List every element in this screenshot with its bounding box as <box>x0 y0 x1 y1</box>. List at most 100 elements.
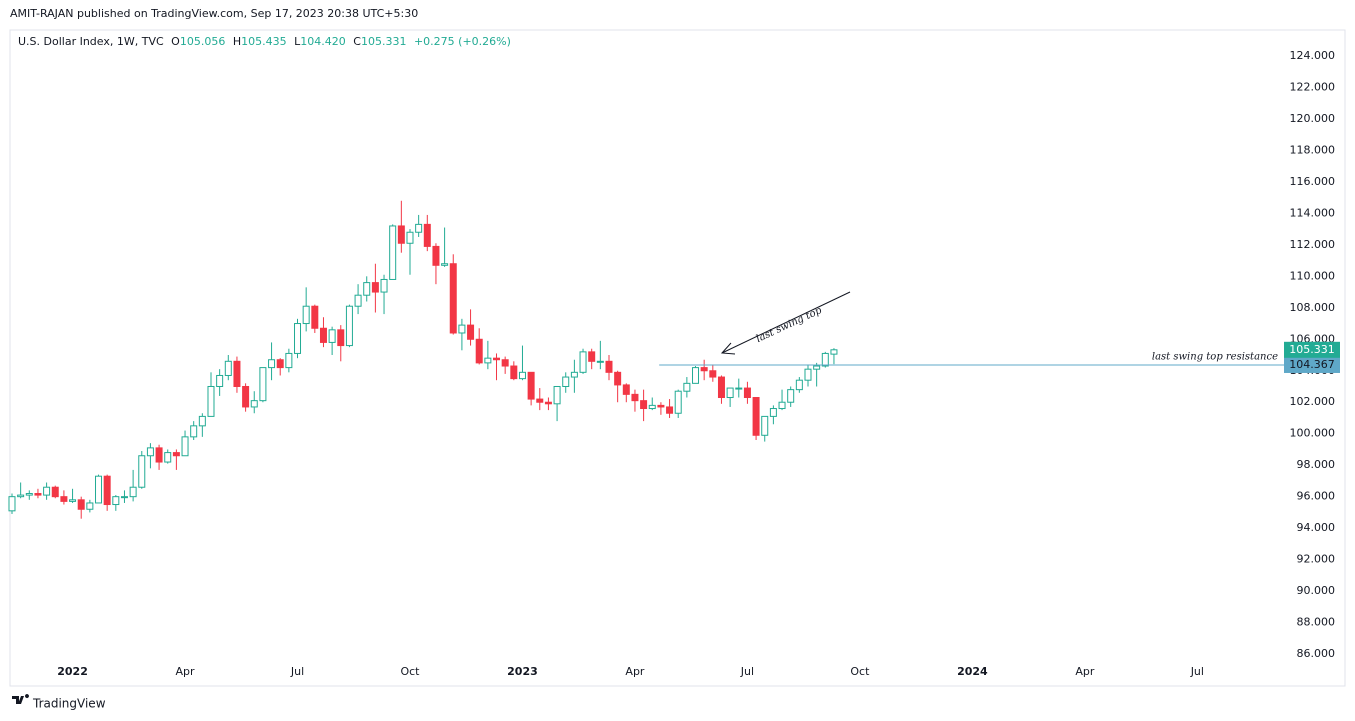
candle-body <box>43 486 51 496</box>
last-price-label: 105.331 <box>1289 343 1335 356</box>
y-tick-label: 118.000 <box>1290 143 1336 156</box>
x-tick-label: Jul <box>1190 665 1204 678</box>
y-tick-label: 92.000 <box>1297 553 1336 566</box>
candle-body <box>172 452 180 457</box>
y-tick-label: 112.000 <box>1290 238 1336 251</box>
candle-body <box>441 263 449 266</box>
candle-body <box>449 263 457 334</box>
candle-body <box>259 367 267 402</box>
x-tick-label: Jul <box>740 665 754 678</box>
candle-body <box>129 486 137 498</box>
candle-body <box>415 223 423 233</box>
legend-change: +0.275 (+0.26%) <box>414 35 511 48</box>
candle-body <box>501 359 509 367</box>
candle-body <box>389 225 397 280</box>
legend-key: C <box>353 35 361 48</box>
candle-body <box>830 349 838 355</box>
candle-body <box>657 404 665 408</box>
y-tick-label: 110.000 <box>1290 269 1336 282</box>
candle-body <box>155 447 163 463</box>
candle-body <box>795 379 803 391</box>
annotation-text: last swing top <box>755 305 824 345</box>
candle-body <box>709 370 717 378</box>
candle-body <box>406 231 414 244</box>
candle-body <box>544 401 552 405</box>
brand-logo <box>12 694 29 704</box>
y-tick-label: 86.000 <box>1297 647 1336 660</box>
candle-body <box>34 493 42 496</box>
legend-value: 105.056 <box>180 35 226 48</box>
y-tick-label: 88.000 <box>1297 616 1336 629</box>
x-tick-label: 2022 <box>57 665 88 678</box>
candle-body <box>631 393 639 402</box>
candle-body <box>726 387 734 399</box>
candle-body <box>95 475 103 504</box>
candle-body <box>198 415 206 427</box>
candle-body <box>8 496 16 512</box>
candle-body <box>787 389 795 403</box>
publisher-line: AMIT-RAJAN published on TradingView.com,… <box>10 7 418 20</box>
candle-body <box>233 360 241 387</box>
x-tick-label: Apr <box>176 665 196 678</box>
x-tick-label: Apr <box>625 665 645 678</box>
candle-body <box>181 436 189 457</box>
candle-body <box>640 400 648 410</box>
candle-body <box>190 425 198 438</box>
candle-body <box>371 282 379 293</box>
candle-body <box>804 368 812 381</box>
y-tick-label: 100.000 <box>1290 427 1336 440</box>
legend-value: 104.420 <box>300 35 346 48</box>
y-tick-label: 114.000 <box>1290 206 1336 219</box>
candle-body <box>562 376 570 387</box>
candle-body <box>164 452 172 463</box>
legend: U.S. Dollar Index, 1W, TVC O105.056 H105… <box>18 35 511 48</box>
price-tag-label: 104.367 <box>1289 358 1335 371</box>
resistance-label: last swing top resistance <box>1152 351 1278 362</box>
candle-body <box>51 486 59 498</box>
annotation-arrow <box>721 291 851 354</box>
candle-body <box>692 367 700 384</box>
y-tick-label: 102.000 <box>1290 395 1336 408</box>
y-tick-label: 96.000 <box>1297 490 1336 503</box>
candle-body <box>821 352 829 367</box>
x-tick-label: Oct <box>400 665 420 678</box>
candle-body <box>302 305 310 325</box>
candle-body <box>778 401 786 410</box>
candle-body <box>17 494 25 498</box>
legend-value: 105.435 <box>241 35 287 48</box>
candle-body <box>614 371 622 386</box>
candle-body <box>354 294 362 307</box>
candle-body <box>224 360 232 376</box>
candle-body <box>570 371 578 378</box>
price-tag <box>1284 356 1340 373</box>
candle-body <box>25 493 33 496</box>
candle-body <box>337 329 345 347</box>
candle-body <box>769 408 777 417</box>
y-tick-label: 94.000 <box>1297 521 1336 534</box>
candle-body <box>467 324 475 340</box>
candle-body <box>588 351 596 362</box>
candle-body <box>103 475 111 506</box>
x-tick-label: 2024 <box>957 665 988 678</box>
candle-body <box>285 352 293 369</box>
arrow-head <box>720 342 736 355</box>
last-price-tag <box>1284 341 1340 358</box>
candle-body <box>475 338 483 364</box>
candle-body <box>596 360 604 363</box>
candle-body <box>423 223 431 247</box>
candle-body <box>717 376 725 399</box>
legend-value: 105.331 <box>361 35 407 48</box>
candle-body <box>674 390 682 414</box>
candle-body <box>752 397 760 436</box>
candle-body <box>77 499 85 510</box>
candle-body <box>518 371 526 380</box>
candle-body <box>276 359 284 369</box>
candle-body <box>268 359 276 369</box>
candle-body <box>458 324 466 334</box>
y-tick-label: 108.000 <box>1290 301 1336 314</box>
candle-body <box>700 367 708 372</box>
candle-body <box>432 245 440 266</box>
x-tick-label: Apr <box>1075 665 1095 678</box>
candle-body <box>311 305 319 329</box>
